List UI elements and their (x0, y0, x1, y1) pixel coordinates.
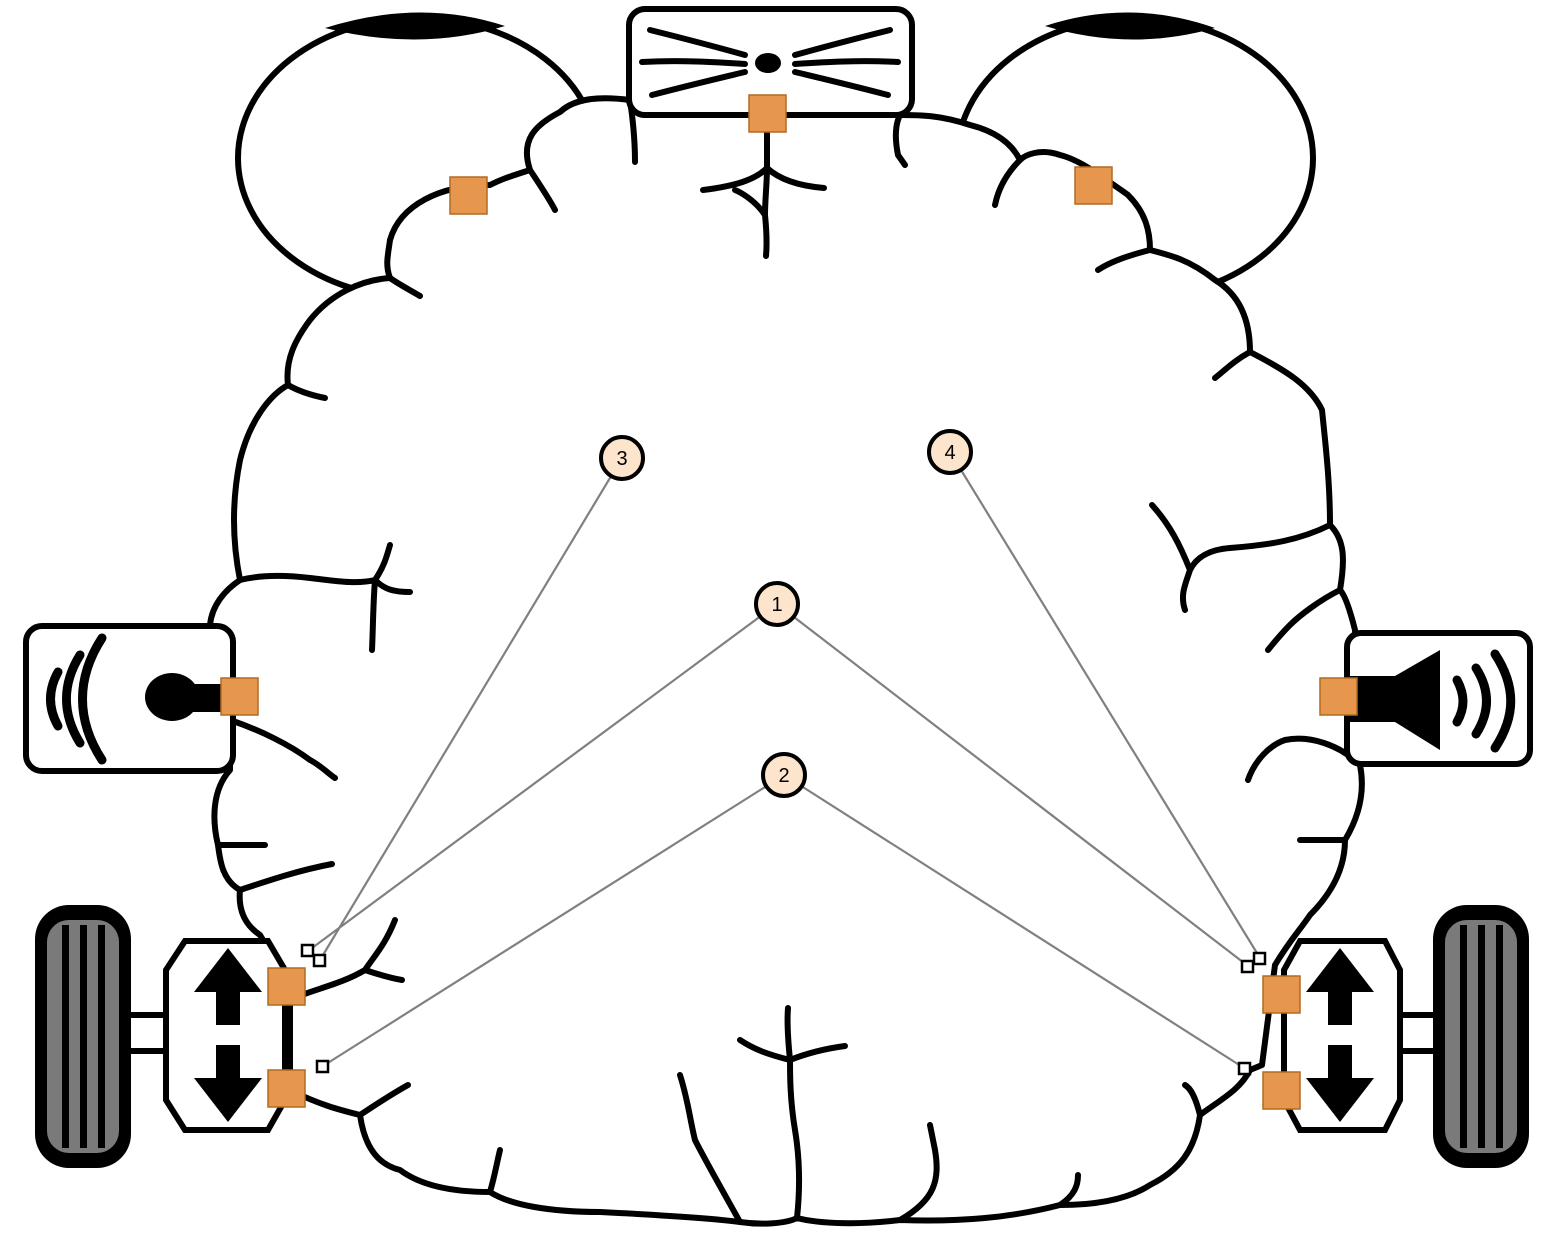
port-speaker (1319, 677, 1358, 716)
port-left-motor-backward (267, 1069, 306, 1108)
node-3: 3 (599, 435, 645, 481)
wire-2-right (783, 774, 1245, 1069)
port-right-motor-forward (1262, 975, 1301, 1014)
port-left-eye (449, 176, 488, 215)
port-nose (748, 94, 787, 133)
node-4-label: 4 (944, 442, 955, 464)
node-2: 2 (761, 752, 807, 798)
wire-terminals (300, 943, 1267, 1076)
speaker-icon (1344, 630, 1533, 767)
whisker-sensor-icon (626, 6, 915, 118)
wire-3-left (319, 457, 623, 961)
connection-wires (307, 451, 1261, 1069)
left-wheel-icon (35, 905, 169, 1168)
wire-4-right (949, 451, 1261, 959)
port-right-motor-backward (1262, 1071, 1301, 1110)
node-3-label: 3 (616, 448, 627, 470)
microphone-icon (23, 623, 236, 774)
node-1-label: 1 (771, 594, 782, 616)
port-right-eye (1074, 166, 1113, 205)
port-microphone (220, 677, 259, 716)
wire-1-right (776, 603, 1249, 967)
right-motor-icon (1281, 938, 1403, 1133)
right-wheel-icon (1395, 905, 1529, 1168)
left-motor-icon (163, 938, 288, 1133)
wire-2-left (322, 774, 785, 1067)
port-left-motor-forward (267, 967, 306, 1006)
wire-1-left (307, 603, 778, 952)
node-1: 1 (754, 581, 800, 627)
brain-folds (215, 97, 1363, 1225)
ports (220, 94, 1358, 1110)
node-4: 4 (927, 429, 973, 475)
node-2-label: 2 (778, 765, 789, 787)
